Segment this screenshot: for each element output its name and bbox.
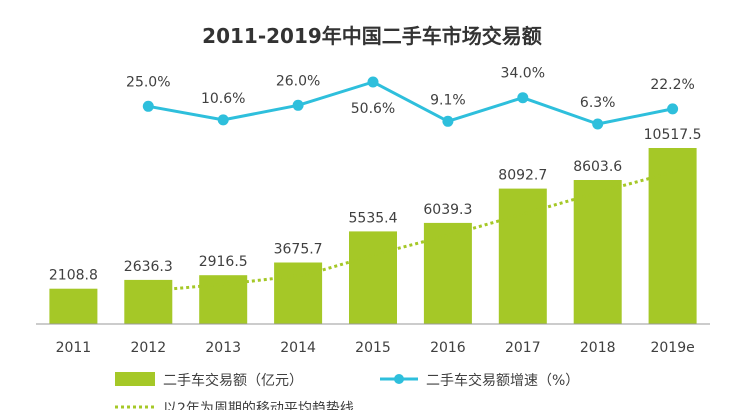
bar-2019e: [648, 148, 697, 324]
chart-title: 2011-2019年中国二手车市场交易额: [202, 24, 542, 48]
growth-rate-label: 25.0%: [126, 74, 170, 90]
growth-rate-label: 6.3%: [580, 95, 616, 111]
bar-2016: [423, 222, 472, 324]
growth-point-2016: [442, 115, 454, 127]
legend-label-growth: 二手车交易额增速（%）: [426, 372, 579, 389]
growth-rate-label: 10.6%: [201, 91, 245, 107]
x-tick-label: 2013: [205, 340, 241, 356]
bar-value-label: 2916.5: [199, 254, 248, 270]
bars-layer: [49, 148, 697, 324]
legend-swatch-marker: [394, 374, 404, 384]
growth-point-2012: [142, 100, 154, 112]
x-tick-label: 2012: [130, 340, 166, 356]
bar-value-label: 5535.4: [349, 210, 398, 226]
growth-rate-label: 9.1%: [430, 92, 466, 108]
growth-rate-label: 50.6%: [351, 101, 395, 117]
growth-line-layer: 25.0% 10.6% 26.0% 50.6% 9.1% 34.0% 6.3% 22.2%: [126, 66, 695, 130]
x-tick-label: 2018: [580, 340, 616, 356]
bar-value-label: 2636.3: [124, 259, 173, 275]
bar-value-label: 3675.7: [274, 242, 323, 258]
bar-value-label: 8603.6: [573, 159, 622, 175]
bar-value-label: 6039.3: [423, 202, 472, 218]
x-tick-label: 2011: [56, 340, 92, 356]
bar-value-label: 8092.7: [498, 168, 547, 184]
growth-point-2014: [292, 99, 304, 111]
bar-value-label: 2108.8: [49, 268, 98, 284]
growth-point-2015: [367, 76, 379, 88]
growth-point-2017: [517, 92, 529, 104]
growth-rate-label: 22.2%: [650, 77, 694, 93]
legend-swatch-bar: [115, 372, 155, 386]
bar-2017: [498, 188, 547, 324]
x-tick-label: 2017: [505, 340, 541, 356]
bar-2014: [274, 262, 323, 324]
growth-point-2018: [592, 118, 604, 130]
x-tick-label: 2016: [430, 340, 466, 356]
x-tick-label: 2019e: [650, 340, 694, 356]
growth-rate-line: [148, 80, 673, 126]
growth-rate-label: 26.0%: [276, 73, 320, 89]
value-labels-layer: 2108.8 2636.3 2916.5 3675.7 5535.4 6039.3 8092…: [49, 127, 702, 284]
legend: 二手车交易额（亿元） 二手车交易额增速（%） 以2年为周期的移动平均趋势线: [115, 372, 579, 410]
bar-2015: [349, 231, 397, 324]
bar-2011: [49, 288, 98, 324]
legend-label-trend: 以2年为周期的移动平均趋势线: [163, 401, 354, 410]
x-tick-label: 2015: [355, 340, 391, 356]
growth-point-2013: [217, 114, 229, 126]
growth-point-2019e: [667, 103, 679, 115]
x-tick-labels: 2011 2012 2013 2014 2015 2016 2017 2018 2019e: [56, 340, 695, 356]
bar-2018: [573, 180, 622, 324]
legend-label-bar: 二手车交易额（亿元）: [163, 372, 303, 389]
bar-2012: [124, 279, 173, 324]
growth-rate-label: 34.0%: [501, 66, 545, 82]
bar-value-label: 10517.5: [644, 127, 702, 143]
x-tick-label: 2014: [280, 340, 316, 356]
